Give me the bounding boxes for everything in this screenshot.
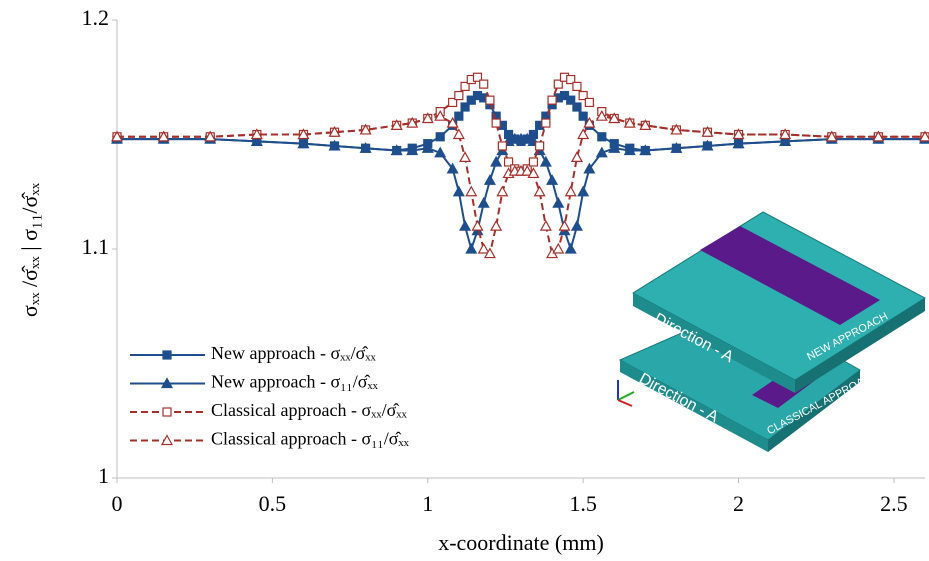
marker (573, 103, 581, 111)
marker (454, 130, 464, 139)
x-tick-label: 0 (112, 491, 123, 516)
marker (566, 244, 576, 253)
marker (498, 142, 506, 150)
marker (479, 244, 489, 253)
marker (573, 82, 581, 90)
x-tick-label: 1 (422, 491, 433, 516)
marker (542, 119, 550, 127)
marker (566, 187, 576, 196)
marker (572, 221, 582, 230)
marker (466, 244, 476, 253)
marker (585, 98, 593, 106)
series-line (117, 139, 925, 249)
marker (548, 96, 556, 104)
marker (479, 198, 489, 207)
marker (541, 221, 551, 230)
marker (572, 152, 582, 161)
marker (578, 187, 588, 196)
y-tick-label: 1 (98, 463, 109, 488)
legend-label: New approach - σ₁₁/σ̂ₓₓ (211, 372, 379, 392)
marker (560, 221, 570, 230)
marker (541, 157, 551, 166)
marker (472, 221, 482, 230)
legend-label: New approach - σₓₓ/σ̂ₓₓ (211, 343, 377, 363)
marker (547, 175, 557, 184)
marker (579, 112, 587, 120)
y-tick-label: 1.1 (82, 234, 110, 259)
x-tick-label: 2 (733, 491, 744, 516)
x-axis-title: x-coordinate (mm) (438, 530, 604, 555)
marker (455, 112, 463, 120)
y-axis-title: σₓₓ /σ̂ₓₓ | σ₁₁/σ̂ₓₓ (17, 182, 42, 317)
legend-marker (163, 408, 171, 416)
marker (460, 221, 470, 230)
series-line (117, 77, 925, 171)
legend-marker (163, 351, 171, 359)
x-tick-label: 2.5 (880, 491, 908, 516)
y-tick-label: 1.2 (82, 5, 110, 30)
marker (535, 187, 545, 196)
marker (529, 158, 537, 166)
marker (553, 244, 563, 253)
marker (497, 187, 507, 196)
marker (491, 157, 501, 166)
legend: New approach - σₓₓ/σ̂ₓₓ New approach - σ₁… (130, 343, 410, 449)
marker (491, 221, 501, 230)
marker (480, 80, 488, 88)
marker (466, 187, 476, 196)
marker (492, 119, 500, 127)
chart: Direction - A NEW APPROACH Direction - A… (0, 0, 929, 561)
legend-label: Classical approach - σ₁₁/σ̂ₓₓ (211, 429, 410, 449)
marker (553, 198, 563, 207)
marker (460, 152, 470, 161)
marker (486, 96, 494, 104)
x-tick-label: 1.5 (569, 491, 597, 516)
marker (598, 133, 606, 141)
marker (436, 133, 444, 141)
marker (455, 92, 463, 100)
marker (454, 187, 464, 196)
marker (485, 175, 495, 184)
x-tick-label: 0.5 (259, 491, 287, 516)
marker (536, 142, 544, 150)
marker (578, 130, 588, 139)
legend-label: Classical approach - σₓₓ/σ̂ₓₓ (211, 400, 408, 420)
